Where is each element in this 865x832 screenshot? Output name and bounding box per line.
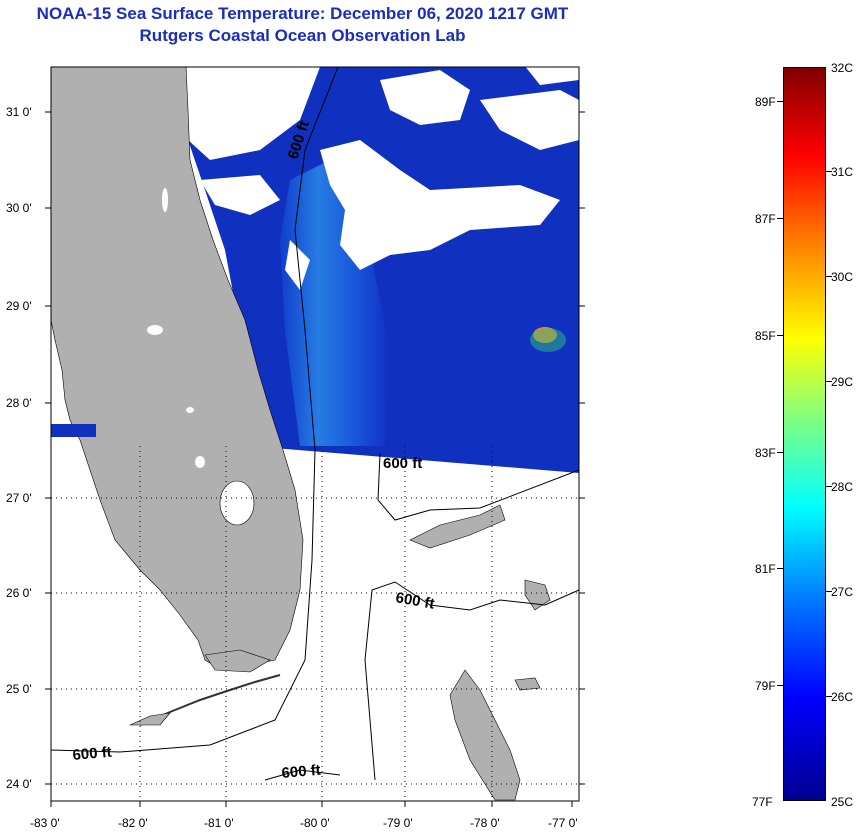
cb-tick	[826, 171, 832, 172]
lat-label: 29 0'	[6, 299, 32, 313]
colorbar-f-label: 83F	[755, 446, 776, 460]
axis-ticks	[45, 111, 585, 807]
colorbar-f-label: 85F	[755, 329, 776, 343]
contour-label-600ft: 600 ft	[72, 744, 113, 764]
colorbar-f-label: 79F	[755, 679, 776, 693]
lat-label: 28 0'	[6, 396, 32, 410]
cloud-cover	[188, 67, 579, 290]
colorbar-c-label: 31C	[831, 165, 854, 179]
lake-okeechobee	[219, 480, 255, 526]
cb-tick	[826, 591, 832, 592]
temperature-colorbar	[783, 67, 826, 801]
colorbar-f-label: 77F	[752, 795, 773, 809]
bahamas-islands	[129, 504, 551, 801]
cb-tick	[777, 218, 783, 219]
lat-label: 26 0'	[6, 586, 32, 600]
contour-label-600ft: 600 ft	[281, 762, 322, 782]
lon-label: -81 0'	[204, 816, 234, 830]
cb-tick	[777, 452, 783, 453]
lat-label: 25 0'	[6, 682, 32, 696]
lat-label: 30 0'	[6, 201, 32, 215]
contour-label-600ft: 600 ft	[383, 455, 422, 472]
lon-label: -82 0'	[118, 816, 148, 830]
map-title: NOAA-15 Sea Surface Temperature: Decembe…	[36, 4, 569, 23]
colorbar-f-label: 81F	[755, 562, 776, 576]
inland-lakes	[147, 188, 205, 468]
lat-label: 31 0'	[6, 105, 32, 119]
lat-label: 24 0'	[6, 777, 32, 791]
colorbar-c-label: 28C	[831, 480, 854, 494]
warm-water-band	[280, 160, 390, 446]
cb-tick	[777, 685, 783, 686]
sst-swath	[188, 67, 579, 473]
lon-label: -77 0'	[548, 816, 578, 830]
lat-label: 27 0'	[6, 491, 32, 505]
lon-label: -83 0'	[30, 816, 60, 830]
colorbar-c-label: 26C	[831, 690, 854, 704]
colorbar-c-label: 32C	[831, 61, 854, 75]
lon-label: -78 0'	[470, 816, 500, 830]
cb-tick	[826, 381, 832, 382]
colorbar-c-label: 30C	[831, 270, 854, 284]
colorbar-c-label: 27C	[831, 585, 854, 599]
lon-label: -80 0'	[300, 816, 330, 830]
cb-tick	[826, 486, 832, 487]
warm-spot-halo	[530, 328, 566, 352]
lon-label: -79 0'	[383, 816, 413, 830]
tampa-bay-water	[51, 424, 96, 437]
cb-tick	[777, 335, 783, 336]
colorbar-c-label: 29C	[831, 375, 854, 389]
cb-tick	[777, 568, 783, 569]
map-frame	[50, 66, 580, 802]
colorbar-c-label: 25C	[831, 795, 854, 809]
colorbar-f-label: 87F	[755, 212, 776, 226]
cb-tick	[826, 696, 832, 697]
cb-tick	[826, 276, 832, 277]
graticule	[51, 446, 579, 801]
colorbar-f-label: 89F	[755, 95, 776, 109]
map-subtitle: Rutgers Coastal Ocean Observation Lab	[139, 26, 466, 45]
isobath-600ft	[50, 66, 580, 781]
cb-tick	[777, 101, 783, 102]
contour-label-600ft: 600 ft	[394, 589, 436, 613]
